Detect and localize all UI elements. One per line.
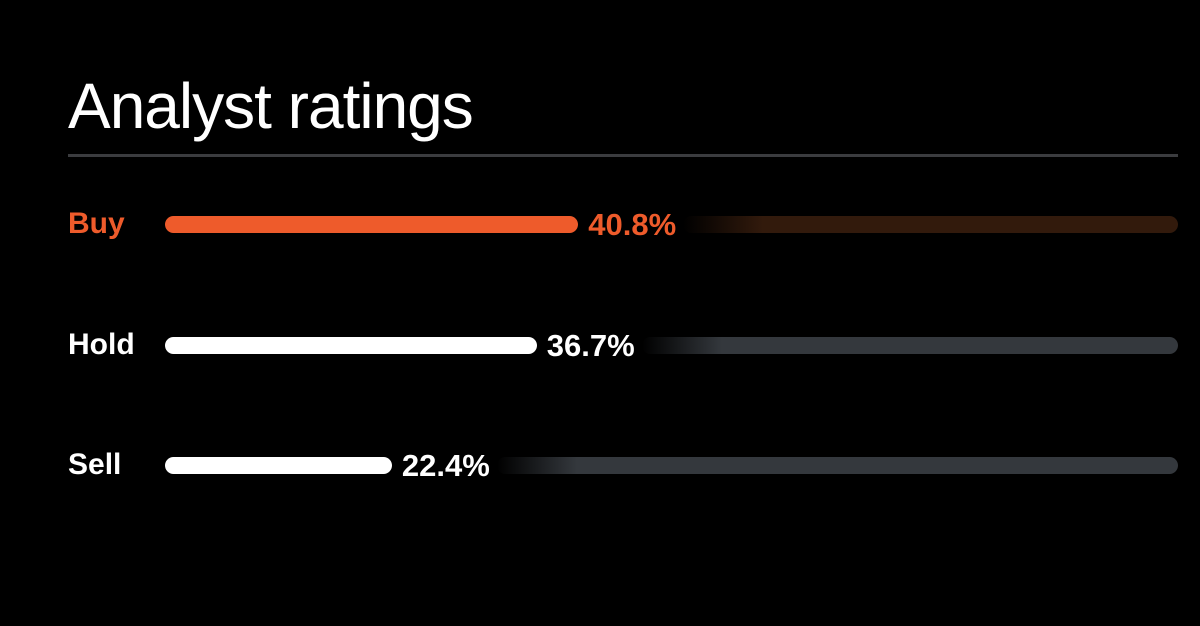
- rating-value-sell: 22.4%: [401, 447, 490, 483]
- rating-track-sell: [496, 456, 1178, 474]
- bar-area-sell: 22.4%: [165, 447, 1178, 483]
- rating-bar-sell: [165, 456, 392, 474]
- rating-bar-buy: [165, 215, 579, 233]
- rating-label-sell: Sell: [68, 448, 122, 481]
- rating-label-buy: Buy: [68, 207, 125, 240]
- rating-label-hold: Hold: [68, 328, 135, 361]
- page-title: Analyst ratings: [68, 69, 474, 142]
- rating-value-hold: 36.7%: [546, 327, 635, 363]
- rating-track-hold: [641, 336, 1178, 354]
- bar-area-buy: 40.8%: [165, 206, 1178, 242]
- rating-value-buy: 40.8%: [588, 206, 677, 242]
- rating-row-buy: Buy 40.8%: [68, 206, 1178, 242]
- bar-area-hold: 36.7%: [165, 327, 1178, 363]
- rating-row-sell: Sell 22.4%: [68, 447, 1178, 483]
- section-divider: [68, 154, 1178, 157]
- rating-row-hold: Hold 36.7%: [68, 327, 1178, 363]
- rating-bar-hold: [165, 336, 537, 354]
- rating-track-buy: [683, 215, 1178, 233]
